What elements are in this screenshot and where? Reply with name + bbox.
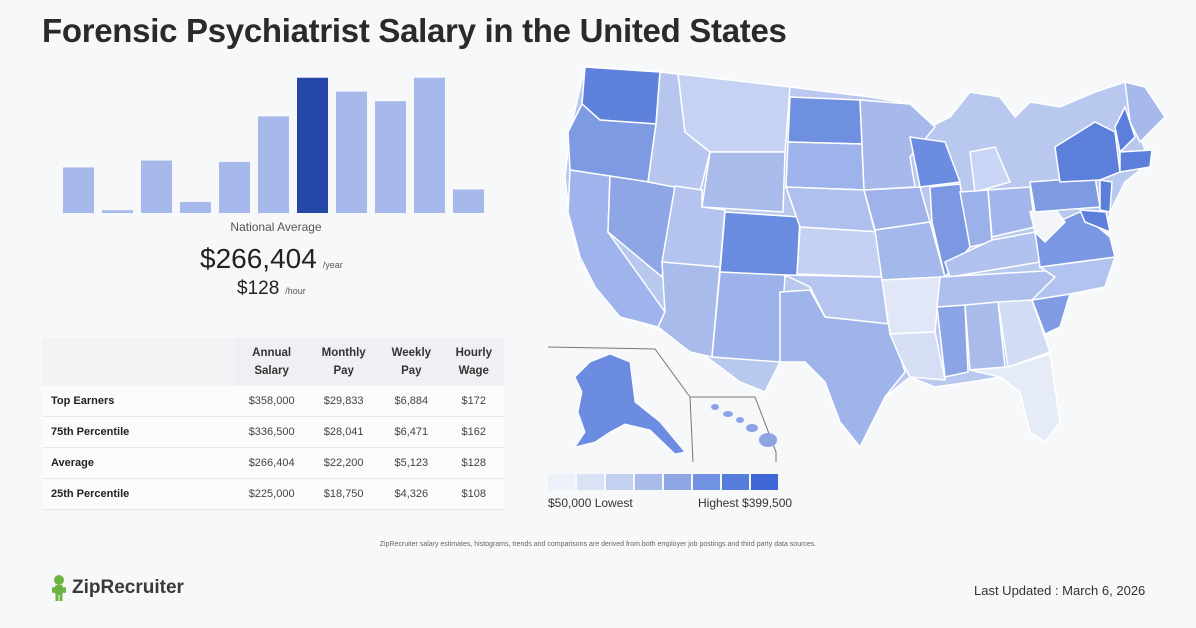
histogram-bar bbox=[414, 77, 445, 213]
logo-text: ZipRecruiter bbox=[72, 577, 184, 598]
state-arizona bbox=[657, 261, 721, 358]
legend-swatch bbox=[722, 474, 749, 490]
ziprecruiter-logo[interactable]: ZipRecruiter bbox=[50, 574, 184, 602]
histogram-bar bbox=[453, 189, 484, 213]
state-alaska bbox=[573, 353, 686, 455]
state-georgia bbox=[997, 299, 1051, 369]
yearly-salary: $266,404/year bbox=[200, 243, 343, 275]
table-cell: $336,500 bbox=[235, 416, 309, 448]
us-salary-map bbox=[547, 66, 1166, 462]
table-cell: $28,041 bbox=[308, 416, 380, 448]
salary-percentile-table: Annual Salary Monthly Pay Weekly Pay Hourly… bbox=[42, 338, 504, 510]
table-row-average: Average $266,404 $22,200 $5,123 $128 bbox=[42, 447, 504, 479]
table-header-row: Annual Salary Monthly Pay Weekly Pay Hourly… bbox=[42, 338, 504, 386]
histogram-bar bbox=[219, 161, 250, 213]
table-row-top-earners: Top Earners $358,000 $29,833 $6,884 $172 bbox=[42, 386, 504, 417]
state-michigan bbox=[969, 146, 1012, 193]
table-cell: $225,000 bbox=[235, 478, 309, 510]
state-florida bbox=[969, 353, 1061, 444]
table-row-75th-percentile: 75th Percentile $336,500 $28,041 $6,471 … bbox=[42, 416, 504, 448]
table-cell: $358,000 bbox=[235, 386, 309, 417]
table-header-blank bbox=[42, 338, 235, 386]
row-label: Average bbox=[42, 447, 235, 479]
header-monthly-pay: Monthly Pay bbox=[308, 338, 380, 386]
table-cell: $29,833 bbox=[308, 386, 380, 417]
histogram-bar bbox=[180, 201, 211, 213]
hourly-salary: $128/hour bbox=[237, 278, 306, 300]
state-louisiana bbox=[888, 331, 946, 381]
table-cell: $6,471 bbox=[379, 416, 444, 448]
state-montana bbox=[677, 73, 791, 153]
state-nebraska bbox=[784, 186, 876, 233]
state-wisconsin bbox=[909, 136, 962, 188]
histogram-bar bbox=[141, 160, 172, 213]
state-massachusetts bbox=[1119, 149, 1153, 173]
state-maine bbox=[1124, 81, 1166, 144]
legend-swatch bbox=[635, 474, 662, 490]
hourly-unit: /hour bbox=[285, 286, 306, 296]
legend-high-label: Highest $399,500 bbox=[698, 496, 793, 510]
state-kansas bbox=[796, 226, 883, 278]
state-new-jersey bbox=[1099, 179, 1113, 213]
legend-swatch bbox=[606, 474, 633, 490]
row-label: 75th Percentile bbox=[42, 416, 235, 448]
legend-swatch bbox=[548, 474, 575, 490]
histogram-bar bbox=[258, 116, 289, 213]
salary-histogram bbox=[63, 77, 484, 213]
state-wyoming bbox=[701, 151, 786, 213]
row-label: 25th Percentile bbox=[42, 478, 235, 510]
state-hawaii bbox=[711, 404, 777, 447]
legend-low-label: $50,000 Lowest bbox=[548, 496, 633, 510]
table-cell: $108 bbox=[443, 478, 504, 510]
table-cell: $6,884 bbox=[379, 386, 444, 417]
table-row-25th-percentile: 25th Percentile $225,000 $18,750 $4,326 … bbox=[42, 478, 504, 510]
state-texas bbox=[779, 289, 906, 449]
header-hourly-wage: Hourly Wage bbox=[443, 338, 504, 386]
table-cell: $4,326 bbox=[379, 478, 444, 510]
state-vermont bbox=[1114, 105, 1136, 154]
histogram-bar bbox=[297, 77, 328, 213]
legend-swatch bbox=[693, 474, 720, 490]
yearly-salary-value: $266,404 bbox=[200, 243, 317, 274]
histogram-bar bbox=[102, 210, 133, 213]
state-colorado bbox=[719, 211, 801, 278]
footnote: ZipRecruiter salary estimates, histogram… bbox=[379, 541, 817, 548]
table-cell: $128 bbox=[443, 447, 504, 479]
page-title: Forensic Psychiatrist Salary in the Unit… bbox=[42, 12, 787, 49]
ziprecruiter-mascot-icon bbox=[52, 575, 66, 601]
header-weekly-pay: Weekly Pay bbox=[379, 338, 444, 386]
inset-frame-hawaii bbox=[690, 396, 777, 462]
legend-swatch bbox=[577, 474, 604, 490]
histogram-bar bbox=[375, 101, 406, 213]
row-label: Top Earners bbox=[42, 386, 235, 417]
state-maryland bbox=[1078, 209, 1112, 234]
last-updated: Last Updated : March 6, 2026 bbox=[974, 583, 1146, 598]
table-cell: $162 bbox=[443, 416, 504, 448]
state-north-dakota bbox=[787, 96, 863, 145]
table-cell: $22,200 bbox=[308, 447, 380, 479]
histogram-bar bbox=[336, 91, 367, 213]
legend-swatch bbox=[751, 474, 778, 490]
yearly-unit: /year bbox=[322, 260, 343, 270]
state-mississippi bbox=[936, 304, 969, 378]
state-new-mexico bbox=[711, 271, 786, 363]
hourly-salary-value: $128 bbox=[237, 278, 280, 299]
inset-frame-alaska bbox=[547, 346, 694, 462]
table-cell: $5,123 bbox=[379, 447, 444, 479]
table-cell: $266,404 bbox=[235, 447, 309, 479]
state-arkansas bbox=[881, 276, 941, 335]
legend-swatch bbox=[664, 474, 691, 490]
histogram-bar bbox=[63, 167, 94, 213]
header-annual-salary: Annual Salary bbox=[235, 338, 309, 386]
table-cell: $172 bbox=[443, 386, 504, 417]
national-average-label: National Average bbox=[230, 220, 322, 234]
state-south-dakota bbox=[785, 141, 865, 191]
table-cell: $18,750 bbox=[308, 478, 380, 510]
